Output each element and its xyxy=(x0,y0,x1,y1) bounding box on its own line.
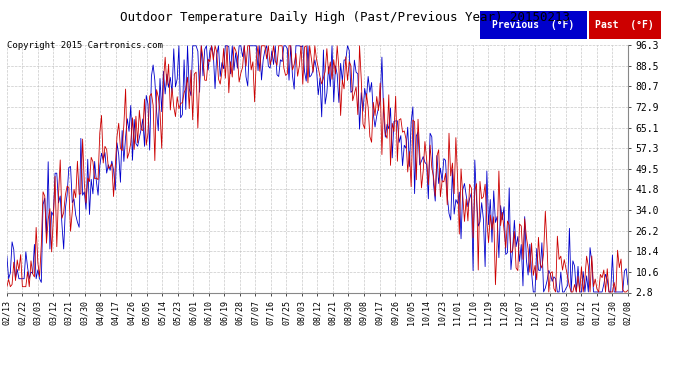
Text: Past  (°F): Past (°F) xyxy=(595,20,654,30)
Text: Previous  (°F): Previous (°F) xyxy=(492,20,574,30)
Text: Copyright 2015 Cartronics.com: Copyright 2015 Cartronics.com xyxy=(7,41,163,50)
Text: Outdoor Temperature Daily High (Past/Previous Year) 20150213: Outdoor Temperature Daily High (Past/Pre… xyxy=(120,11,570,24)
